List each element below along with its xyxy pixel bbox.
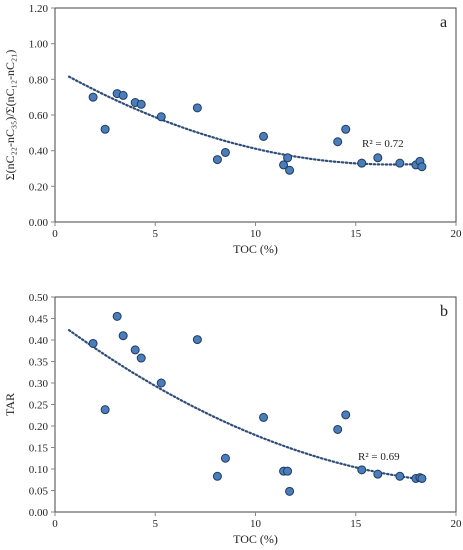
data-point xyxy=(221,454,229,462)
data-point xyxy=(113,312,121,320)
data-point xyxy=(418,474,426,482)
data-point xyxy=(213,156,221,164)
data-point xyxy=(137,100,145,108)
data-point xyxy=(260,413,268,421)
y-tick-label: 0.30 xyxy=(29,378,49,390)
data-point xyxy=(260,132,268,140)
x-tick-label: 20 xyxy=(451,228,463,240)
data-point xyxy=(137,354,145,362)
y-tick-label: 0.05 xyxy=(29,486,49,498)
data-point xyxy=(193,104,201,112)
x-tick-label: 15 xyxy=(350,518,362,530)
y-tick-label: 0.60 xyxy=(29,110,49,122)
data-point xyxy=(334,425,342,433)
x-tick-label: 5 xyxy=(153,518,159,530)
y-tick-label: 1.00 xyxy=(29,39,49,51)
x-axis-label: TOC (%) xyxy=(233,242,278,256)
y-tick-label: 0.00 xyxy=(29,217,49,229)
panel-label: b xyxy=(440,303,448,320)
data-point xyxy=(418,163,426,171)
data-point xyxy=(157,113,165,121)
y-tick-label: 1.20 xyxy=(29,3,49,15)
panel-label: a xyxy=(440,14,447,31)
x-axis-label: TOC (%) xyxy=(233,532,278,546)
data-point xyxy=(358,466,366,474)
x-tick-label: 20 xyxy=(451,518,463,530)
data-point xyxy=(284,467,292,475)
data-point xyxy=(358,159,366,167)
y-tick-label: 0.35 xyxy=(29,357,49,369)
r-squared-label: R² = 0.72 xyxy=(362,138,404,150)
data-point xyxy=(342,125,350,133)
data-point xyxy=(284,154,292,162)
data-point xyxy=(101,406,109,414)
y-tick-label: 0.25 xyxy=(29,400,49,412)
data-point xyxy=(286,487,294,495)
chart-panel-a: 0.00 0.20 0.40 0.60 0.80 1.00 1.20 0 5 10 15 20 TOC … xyxy=(3,3,462,256)
data-point xyxy=(193,336,201,344)
data-point xyxy=(101,125,109,133)
data-point xyxy=(396,472,404,480)
plot-frame xyxy=(55,8,456,222)
y-tick-label: 0.15 xyxy=(29,443,49,455)
y-tick-label: 0.10 xyxy=(29,464,49,476)
data-point xyxy=(131,346,139,354)
x-tick-label: 15 xyxy=(350,228,362,240)
x-tick-label: 0 xyxy=(52,518,58,530)
data-point xyxy=(89,339,97,347)
data-point xyxy=(89,93,97,101)
plot-frame xyxy=(55,297,456,512)
x-tick-label: 0 xyxy=(52,228,58,240)
r-squared-label: R² = 0.69 xyxy=(358,451,400,463)
y-tick-label: 0.50 xyxy=(29,292,49,304)
y-tick-label: 0.20 xyxy=(29,181,49,193)
y-tick-label: 0.45 xyxy=(29,314,49,326)
data-point xyxy=(286,166,294,174)
x-tick-label: 10 xyxy=(250,228,262,240)
trendline xyxy=(69,77,422,165)
data-point xyxy=(119,91,127,99)
y-tick-label: 0.80 xyxy=(29,74,49,86)
data-point xyxy=(157,379,165,387)
y-axis-label: TAR xyxy=(3,393,17,416)
y-tick-label: 0.00 xyxy=(29,507,49,519)
data-point xyxy=(213,472,221,480)
data-point xyxy=(221,148,229,156)
x-tick-label: 5 xyxy=(153,228,159,240)
data-point xyxy=(334,138,342,146)
y-tick-label: 0.20 xyxy=(29,421,49,433)
y-axis-label: Σ(nC₂₂-nC₃₅)/Σ(nC₁₂-nC₂₁) xyxy=(3,50,17,181)
data-point xyxy=(119,332,127,340)
data-point xyxy=(342,411,350,419)
y-tick-label: 0.40 xyxy=(29,146,49,158)
data-point xyxy=(374,154,382,162)
data-point xyxy=(374,470,382,478)
x-tick-label: 10 xyxy=(250,518,262,530)
y-tick-label: 0.40 xyxy=(29,335,49,347)
data-point xyxy=(396,159,404,167)
chart-panel-b: 0.00 0.05 0.10 0.15 0.20 0.25 0.30 0.35 0.40 0.45… xyxy=(3,292,462,546)
